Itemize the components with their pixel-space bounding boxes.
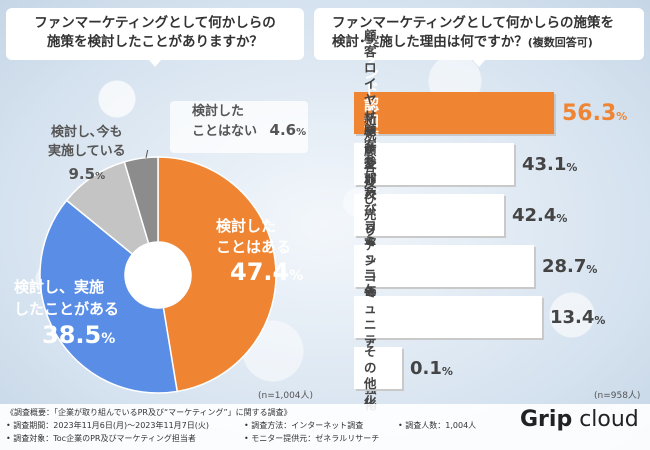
- bar: [354, 194, 504, 236]
- footer: [0, 404, 650, 450]
- right-title-line2: 検討･実施した理由は何ですか？: [332, 34, 528, 50]
- bar-value-label: 43.1%: [522, 143, 577, 185]
- slice-unit-considered: %: [289, 268, 304, 284]
- bar-value-label: 0.1%: [410, 347, 453, 389]
- slice-label-ongoing-line2: 実施している: [48, 144, 126, 159]
- slice-value-considered: 47.4: [230, 258, 290, 286]
- bar-value-unit: %: [556, 211, 568, 225]
- slice-label-not-considered: 検討した ことはない 4.6%: [192, 102, 306, 142]
- bar: [354, 92, 554, 134]
- slice-value-not-considered: 4.6: [269, 121, 297, 139]
- bar-value-number: 43.1: [522, 153, 567, 175]
- logo-rest: cloud: [572, 407, 639, 432]
- bar-category-line: 顧客ロイヤリティ及び: [364, 28, 377, 187]
- bar-category-label: その他: [364, 344, 377, 391]
- slice-value-ongoing: 9.5: [68, 165, 96, 183]
- bar-value-number: 28.7: [542, 255, 587, 277]
- footer-target: • 調査対象：Toc企業のPR及びマーケティング担当者: [6, 434, 196, 443]
- footer-monitor: • モニター提供元：ゼネラルリサーチ: [244, 434, 380, 443]
- slice-label-considered: 検討した ことはある 47.4%: [216, 216, 303, 287]
- footer-period: • 調査期間：2023年11月6日(月)～2023年11月7日(火): [6, 421, 210, 430]
- left-panel: ファンマーケティングとして何かしらの 施策を検討したことがありますか？: [6, 8, 304, 380]
- footer-method: • 調査方法：インターネット調査: [244, 421, 364, 430]
- bar: [354, 296, 542, 338]
- left-sample-size: (n=1,004人): [258, 391, 314, 401]
- bar-value-unit: %: [566, 160, 578, 174]
- slice-value-implemented: 38.5: [42, 321, 102, 349]
- bar: [354, 347, 402, 389]
- bar-value-label: 13.4%: [550, 296, 605, 338]
- bar-value-number: 56.3: [562, 100, 617, 126]
- slice-unit-ongoing: %: [95, 171, 106, 182]
- slice-label-considered-line1: 検討した: [216, 217, 277, 235]
- right-title-suffix: (複数回答可): [527, 36, 593, 49]
- slice-label-implemented: 検討し、実施 したことがある 38.5%: [14, 276, 119, 350]
- slice-label-ongoing-line1: 検討し､今も: [51, 125, 123, 140]
- slice-label-considered-line2: ことはある: [216, 238, 292, 256]
- slice-label-not-considered-line2: ことはない: [192, 124, 258, 139]
- bar-category-line: 新規顧客及び: [364, 111, 377, 206]
- bar-value-unit: %: [616, 109, 628, 123]
- slice-label-implemented-line2: したことがある: [14, 300, 120, 318]
- bar-value-number: 0.1: [410, 357, 442, 379]
- right-sample-size: (n=958人): [594, 391, 641, 401]
- right-title: ファンマーケティングとして何かしらの施策を 検討･実施した理由は何ですか？(複数…: [314, 8, 644, 67]
- slice-unit-implemented: %: [101, 331, 116, 347]
- bar-value-unit: %: [441, 364, 453, 378]
- footer-count: • 調査人数：1,004人: [398, 421, 477, 430]
- bar-value-label: 42.4%: [512, 194, 567, 236]
- bar-category-line: 顧客参加及び: [364, 122, 377, 217]
- donut-hole: [125, 242, 191, 308]
- donut-chart: [39, 150, 277, 394]
- logo-bold: Grip: [520, 407, 573, 432]
- bar: [354, 245, 534, 287]
- slice-unit-not-considered: %: [296, 127, 307, 138]
- bar-value-unit: %: [586, 262, 598, 276]
- bar: [354, 143, 514, 185]
- bar-value-unit: %: [594, 313, 606, 327]
- left-title: ファンマーケティングとして何かしらの 施策を検討したことがありますか？: [6, 8, 304, 67]
- bar-value-label: 56.3%: [562, 92, 627, 134]
- bar-category-label: ファンコミュニティの強化: [364, 221, 377, 412]
- bar-value-number: 13.4: [550, 306, 595, 328]
- slice-label-ongoing: 検討し､今も 実施している 9.5%: [48, 123, 126, 186]
- slice-label-implemented-line1: 検討し、実施: [14, 278, 105, 296]
- slice-label-not-considered-line1: 検討した: [192, 104, 245, 119]
- bar-value-label: 28.7%: [542, 245, 597, 287]
- right-panel: ファンマーケティングとして何かしらの施策を 検討･実施した理由は何ですか？(複数…: [314, 8, 644, 412]
- bar-category-line: その他: [364, 344, 377, 391]
- footer-survey-title: 《調査概要：「企業が取り組んでいるPR及び“マーケティング”」に関する調査》: [6, 408, 292, 417]
- bar-value-number: 42.4: [512, 204, 557, 226]
- left-title-line1: ファンマーケティングとして何かしらの: [34, 15, 276, 31]
- callout-box: [170, 101, 308, 153]
- right-title-line1: ファンマーケティングとして何かしらの施策を: [332, 15, 615, 31]
- grip-cloud-logo: Grip cloud: [520, 407, 639, 432]
- donut-slice-considered: [157, 156, 277, 393]
- left-title-line2: 施策を検討したことがありますか？: [47, 34, 263, 50]
